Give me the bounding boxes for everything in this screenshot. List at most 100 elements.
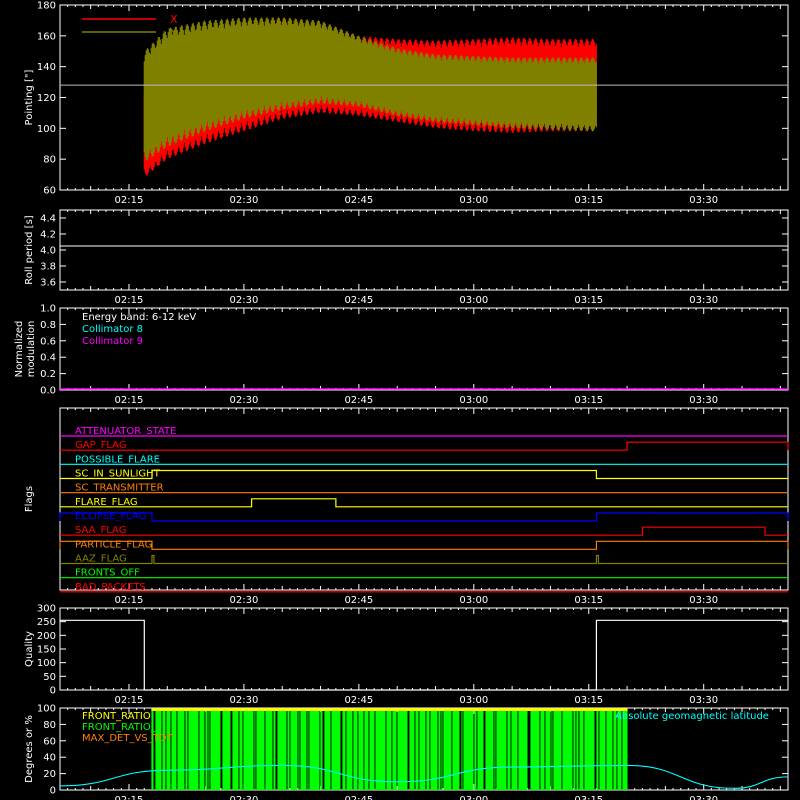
y-tick-label: 80 [43,720,56,731]
flag-line-sc-in-sunlight [60,469,788,480]
modulation-axis-label-1: Normalized [14,321,25,378]
x-tick-label: 02:45 [344,295,373,306]
flag-label-eclipse-flag: ECLIPSE_FLAG [75,511,146,522]
y-tick-label: 20 [43,769,56,780]
y-tick-label: 0 [50,686,56,697]
x-tick-label: 03:00 [459,295,488,306]
x-tick-label: 02:45 [344,595,373,606]
x-tick-label: 03:00 [459,395,488,406]
y-tick-label: 3.6 [40,278,56,289]
flag-line-flare-flag [60,498,788,508]
front-ratio-2-bars [151,708,628,790]
y-tick-label: 150 [37,645,56,656]
legend-label-x: X [170,13,178,26]
flag-label-gap-flag: GAP_FLAG [75,440,127,451]
ratio-axis-label: Degrees or % [24,715,35,783]
flag-label-possible-flare: POSSIBLE_FLARE [75,454,160,465]
y-tick-label: 80 [43,155,56,166]
x-tick-label: 03:15 [574,295,603,306]
x-tick-label: 03:15 [574,595,603,606]
legend-label-front-ratio-: FRONT_RATIO_ [82,722,157,733]
y-tick-label: 0.0 [40,386,56,397]
x-tick-label: 02:30 [230,795,259,800]
legend-label-collimator-8: Collimator 8 [82,324,143,335]
flags-axis-label: Flags [24,486,35,512]
x-tick-label: 02:45 [344,195,373,206]
x-tick-label: 03:30 [689,795,718,800]
modulation-axis-label-2: modulation [26,321,37,378]
y-tick-label: 100 [37,704,56,715]
y-tick-label: 4.0 [40,246,56,257]
y-tick-label: 0.6 [40,336,56,347]
y-tick-label: 3.8 [40,262,56,273]
energy-band-annotation: Energy band: 6-12 keV [82,312,196,323]
y-tick-label: 100 [37,124,56,135]
panel-frame-2 [59,307,789,391]
flag-line-aaz-flag [60,554,788,565]
flag-label-flare-flag: FLARE_FLAG [75,497,138,508]
x-tick-label: 03:00 [459,195,488,206]
panel-frame-3 [59,407,789,591]
flag-line-particle-flag [59,540,789,550]
x-tick-label: 02:30 [230,195,259,206]
x-tick-label: 02:30 [230,295,259,306]
x-tick-label: 02:15 [115,695,144,706]
x-tick-label: 02:30 [230,395,259,406]
y-tick-label: 60 [43,736,56,747]
x-tick-label: 02:30 [230,595,259,606]
y-tick-label: 200 [37,631,56,642]
x-tick-label: 03:30 [689,295,718,306]
quality-line [60,619,788,691]
flag-label-saa-flag: SAA_FLAG [75,525,126,536]
x-tick-label: 03:30 [689,395,718,406]
y-tick-label: 300 [37,604,56,615]
y-tick-label: 250 [37,617,56,628]
x-tick-label: 03:15 [574,195,603,206]
y-tick-label: 120 [37,93,56,104]
x-tick-label: 03:15 [574,695,603,706]
y-tick-label: 160 [37,31,56,42]
y-tick-label: 50 [43,672,56,683]
y-tick-label: 0.8 [40,320,56,331]
y-tick-label: 4.2 [40,230,56,241]
legend-label-y: Y [169,26,177,39]
flag-line-eclipse-flag [59,512,789,522]
y-tick-label: 180 [37,1,56,12]
geomagnetic-latitude-line [59,764,789,789]
legend-label-max-det-vs-tot: MAX_DET_VS_TOT [82,733,174,744]
x-tick-label: 02:15 [115,195,144,206]
legend-label-geomagnetic-latitude: Absolute geomagnetic latitude [615,711,769,722]
flag-label-aaz-flag: AAZ_FLAG [75,554,127,565]
flag-label-sc-in-sunlight: SC_IN_SUNLIGHT [75,469,161,480]
quality-axis-label: Quality [24,631,35,667]
pointing-band-y [143,17,597,161]
y-tick-label: 0.2 [40,369,56,380]
y-tick-label: 40 [43,753,56,764]
y-tick-label: 0 [50,786,56,797]
x-tick-label: 02:15 [115,795,144,800]
x-tick-label: 03:00 [459,695,488,706]
x-tick-label: 03:30 [689,595,718,606]
x-tick-label: 03:00 [459,795,488,800]
x-tick-label: 03:30 [689,695,718,706]
roll-period-axis-label: Roll period [s] [24,215,35,284]
y-tick-label: 100 [37,658,56,669]
x-tick-label: 02:45 [344,795,373,800]
flag-label-sc-transmitter: SC_TRANSMITTER [75,483,164,494]
x-tick-label: 02:45 [344,695,373,706]
front-ratio-bars [151,708,628,711]
x-tick-label: 02:15 [115,395,144,406]
y-tick-label: 140 [37,62,56,73]
x-tick-label: 02:30 [230,695,259,706]
y-tick-label: 60 [43,186,56,197]
flag-line-gap-flag [60,441,789,451]
y-tick-label: 0.4 [40,353,56,364]
x-tick-label: 03:30 [689,195,718,206]
flag-label-particle-flag: PARTICLE_FLAG [75,539,152,550]
x-tick-label: 02:15 [115,595,144,606]
x-tick-label: 03:15 [574,395,603,406]
x-tick-label: 02:15 [115,295,144,306]
x-tick-label: 03:00 [459,595,488,606]
y-tick-label: 4.4 [40,214,56,225]
